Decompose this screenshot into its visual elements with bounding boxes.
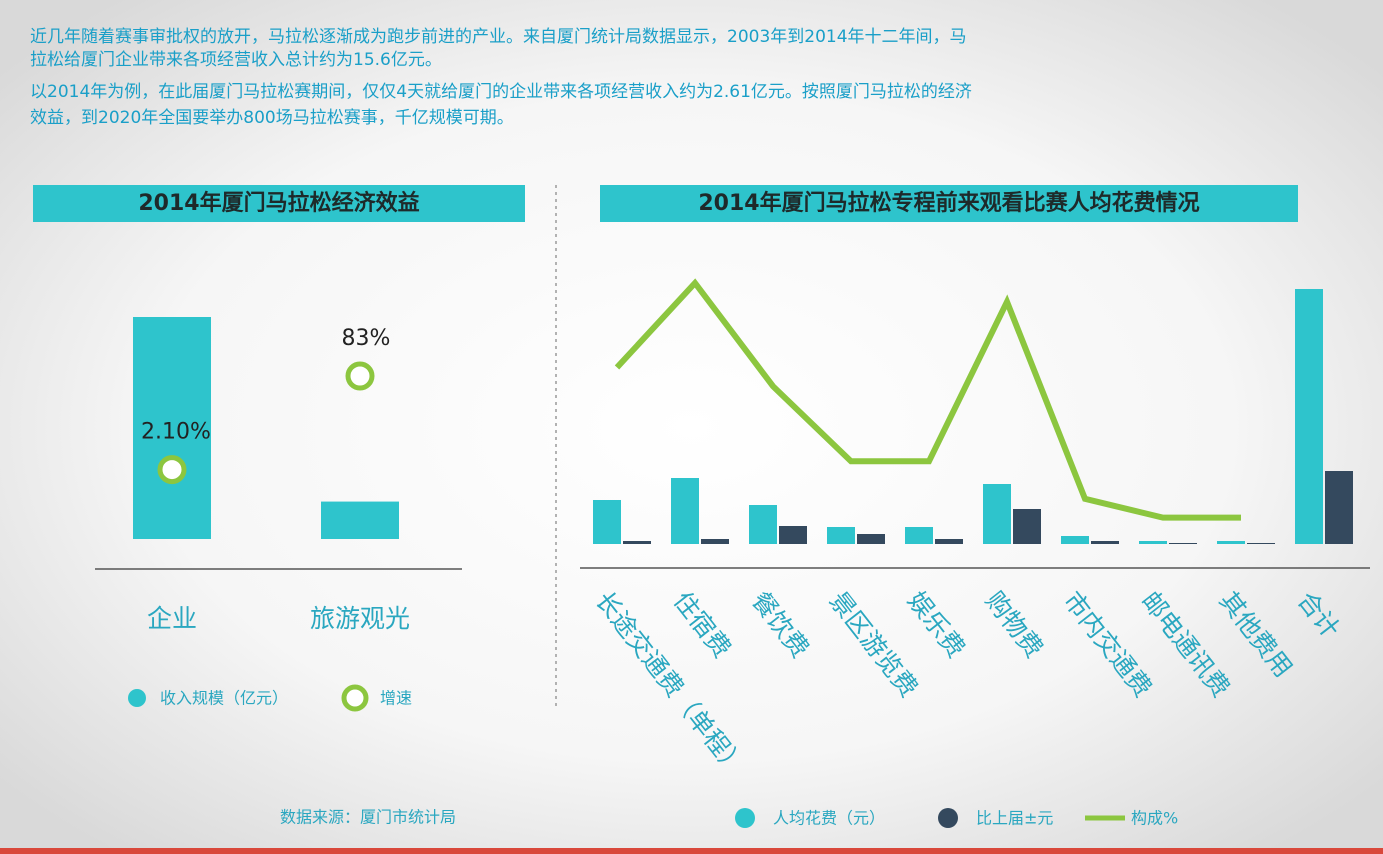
data-label: 83% (342, 326, 391, 351)
bar (827, 527, 855, 544)
x-tick-label: 企业 (147, 604, 197, 633)
bar (701, 539, 729, 544)
legend-label: 收入规模（亿元） (160, 689, 288, 708)
source: 数据来源：厦门市统计局 (280, 808, 456, 827)
bar (935, 539, 963, 544)
legend-swatch (938, 808, 958, 828)
bar (1013, 509, 1041, 544)
bar (623, 541, 651, 544)
bar (321, 501, 399, 539)
bottom-strip (0, 848, 1383, 854)
legend-swatch (735, 808, 755, 828)
legend-swatch (341, 684, 369, 712)
legend-label: 构成% (1131, 809, 1178, 828)
bar (905, 527, 933, 544)
bar (1139, 541, 1167, 544)
data-label: 2.10% (141, 420, 211, 445)
legend-label: 增速 (380, 689, 412, 708)
bar (593, 500, 621, 544)
bar (1061, 536, 1089, 544)
intro-line: 拉松给厦门企业带来各项经营收入总计约为15.6亿元。 (30, 50, 442, 70)
bar (857, 534, 885, 544)
bar (1295, 289, 1323, 544)
chart-title: 2014年厦门马拉松经济效益 (138, 190, 419, 216)
bar (1247, 543, 1275, 544)
bar (1325, 471, 1353, 544)
bar (779, 526, 807, 544)
growth-dot (157, 455, 187, 485)
x-tick-label: 旅游观光 (310, 604, 410, 633)
legend-label: 人均花费（元） (773, 809, 885, 828)
title-banner (600, 185, 1298, 222)
intro-line: 近几年随着赛事审批权的放开，马拉松逐渐成为跑步前进的产业。来自厦门统计局数据显示… (30, 26, 967, 47)
bar (983, 484, 1011, 544)
bar (1169, 543, 1197, 544)
intro-line: 以2014年为例，在此届厦门马拉松赛期间，仅仅4天就给厦门的企业带来各项经营收入… (30, 81, 972, 102)
growth-dot (345, 361, 375, 391)
legend-label: 比上届±元 (976, 809, 1053, 828)
intro-line: 效益，到2020年全国要举办800场马拉松赛事，千亿规模可期。 (30, 107, 514, 128)
title-banner (33, 185, 525, 222)
line (614, 278, 1241, 521)
bar (1217, 541, 1245, 544)
bar (671, 478, 699, 544)
bar (133, 317, 211, 539)
chart-title: 2014年厦门马拉松专程前来观看比赛人均花费情况 (698, 190, 1199, 216)
bar (749, 505, 777, 544)
bar (1091, 541, 1119, 544)
legend-swatch (128, 689, 146, 707)
